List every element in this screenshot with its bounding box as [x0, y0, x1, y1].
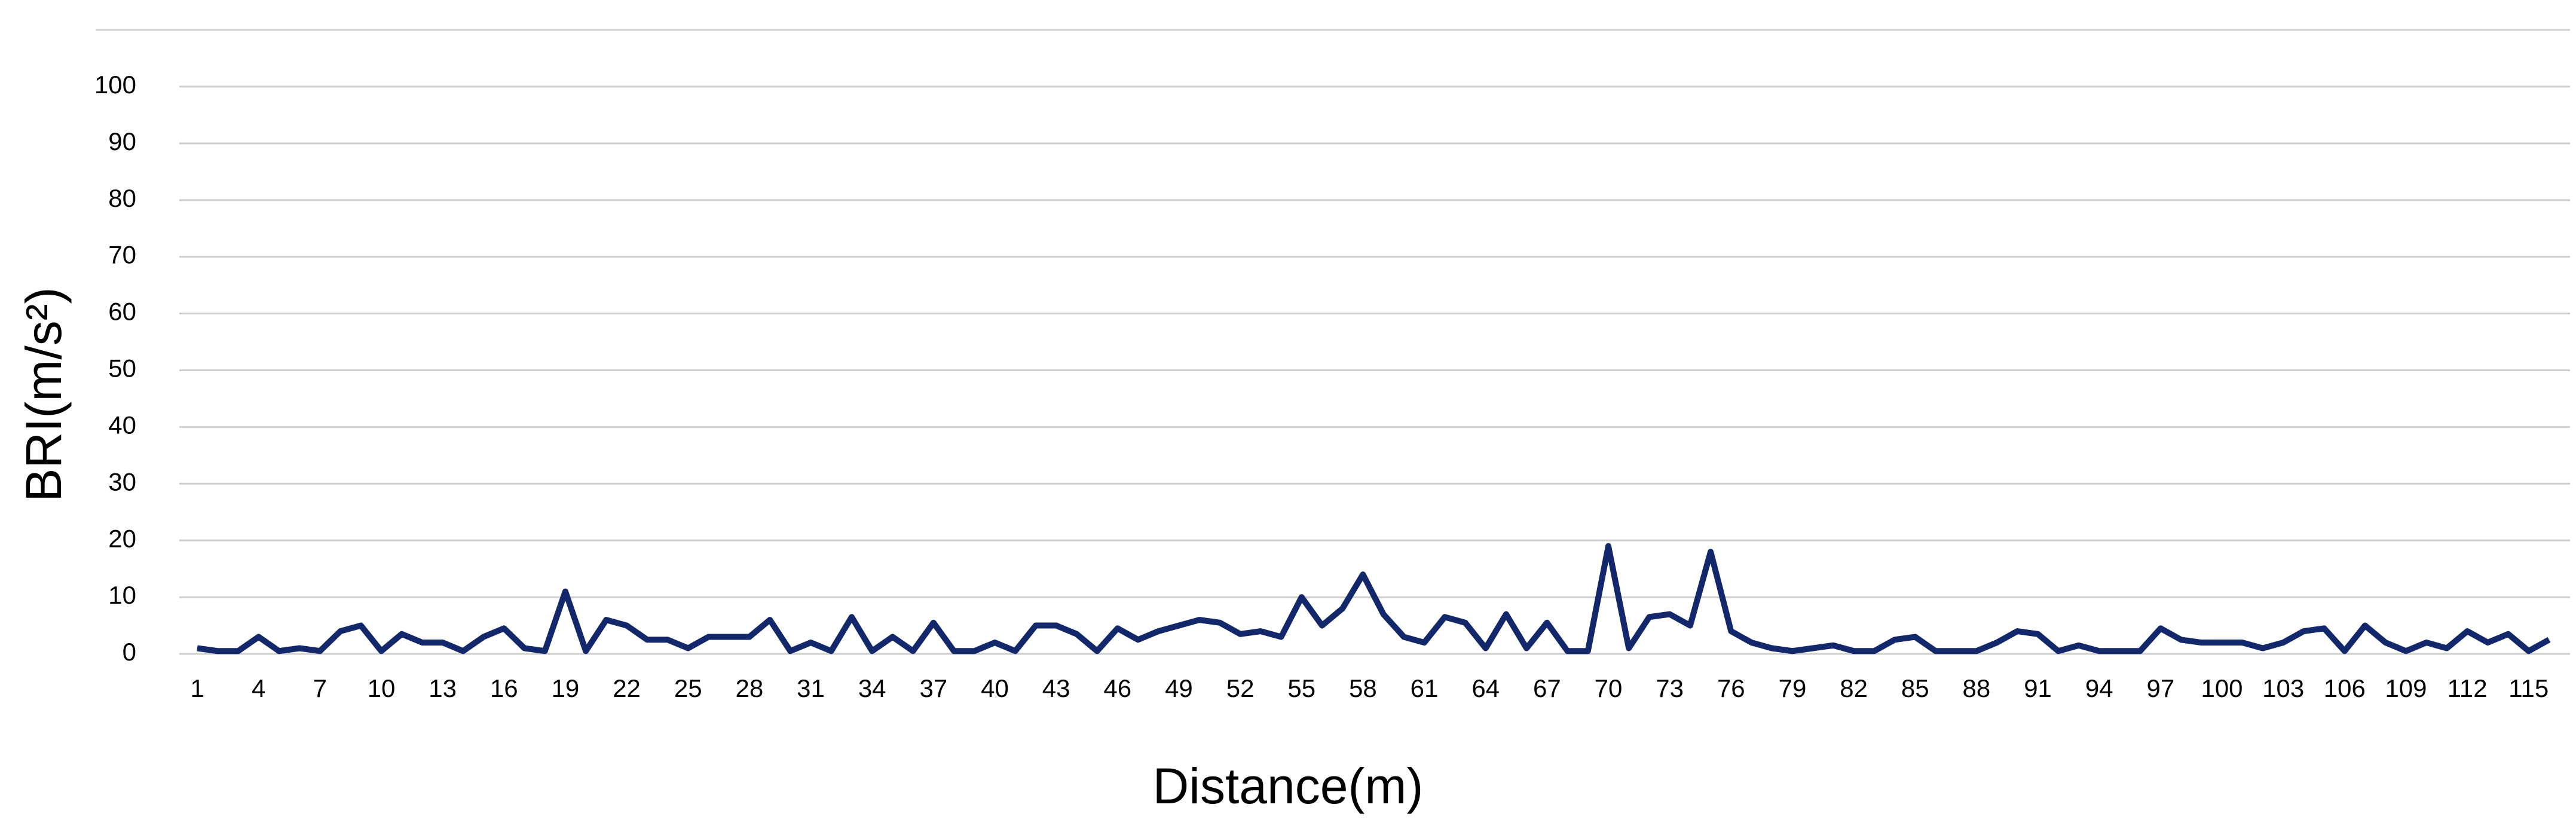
x-tick-label: 115	[2508, 674, 2549, 702]
x-tick-label: 28	[736, 674, 764, 702]
x-tick-label: 79	[1779, 674, 1807, 702]
x-tick-label: 73	[1656, 674, 1684, 702]
x-tick-label: 82	[1840, 674, 1868, 702]
x-tick-label: 25	[674, 674, 702, 702]
x-tick-label: 10	[368, 674, 396, 702]
x-tick-label: 67	[1533, 674, 1561, 702]
x-tick-label: 40	[981, 674, 1009, 702]
x-tick-label: 31	[797, 674, 825, 702]
x-tick-label: 19	[552, 674, 580, 702]
x-tick-label: 34	[858, 674, 886, 702]
x-tick-label: 1	[190, 674, 204, 702]
y-tick-label: 90	[108, 127, 136, 155]
y-tick-label: 70	[108, 241, 136, 269]
x-tick-label: 43	[1042, 674, 1070, 702]
x-tick-label: 22	[613, 674, 641, 702]
x-tick-label: 109	[2385, 674, 2427, 702]
y-tick-label: 20	[108, 524, 136, 552]
x-tick-label: 91	[2024, 674, 2052, 702]
y-tick-label: 50	[108, 354, 136, 383]
x-tick-label: 88	[1963, 674, 1991, 702]
x-tick-label: 61	[1411, 674, 1439, 702]
x-tick-label: 97	[2147, 674, 2175, 702]
x-tick-label: 37	[919, 674, 947, 702]
x-tick-label: 55	[1287, 674, 1315, 702]
y-tick-label: 60	[108, 298, 136, 326]
x-tick-label: 49	[1165, 674, 1193, 702]
x-tick-label: 70	[1595, 674, 1623, 702]
x-tick-label: 4	[252, 674, 265, 702]
x-tick-label: 13	[429, 674, 457, 702]
y-tick-label: 80	[108, 184, 136, 212]
x-tick-label: 85	[1901, 674, 1929, 702]
y-tick-label: 30	[108, 467, 136, 496]
x-tick-label: 46	[1103, 674, 1131, 702]
x-tick-label: 52	[1226, 674, 1255, 702]
y-tick-label: 40	[108, 411, 136, 439]
y-tick-label: 0	[123, 638, 136, 666]
x-tick-label: 94	[2085, 674, 2113, 702]
x-axis-title: Distance(m)	[1153, 758, 1424, 814]
y-axis-title: BRI(m/s²)	[16, 287, 72, 501]
x-tick-label: 64	[1471, 674, 1500, 702]
x-tick-label: 16	[490, 674, 518, 702]
x-tick-label: 106	[2324, 674, 2366, 702]
x-tick-label: 58	[1349, 674, 1377, 702]
x-tick-label: 112	[2447, 674, 2488, 702]
x-tick-label: 7	[313, 674, 327, 702]
y-tick-label: 10	[108, 581, 136, 609]
x-tick-label: 100	[2201, 674, 2242, 702]
x-tick-label: 103	[2262, 674, 2304, 702]
data-line	[197, 543, 2551, 654]
y-tick-label: 100	[94, 71, 136, 99]
x-tick-label: 76	[1717, 674, 1745, 702]
